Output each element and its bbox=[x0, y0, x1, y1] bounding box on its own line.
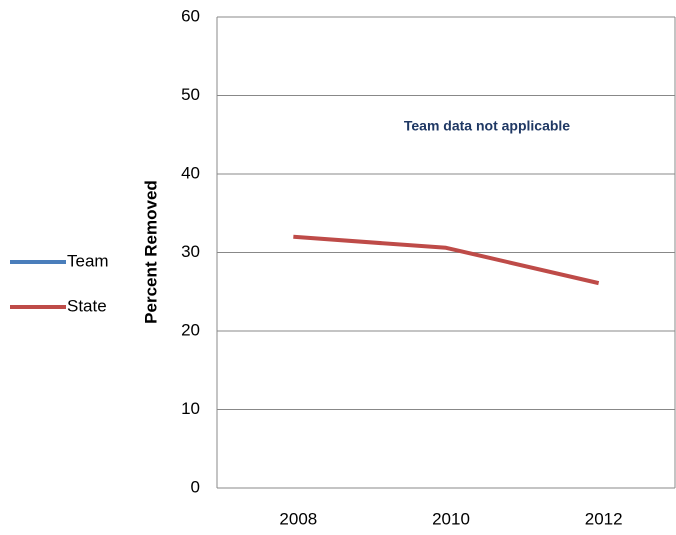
x-tick-label: 2010 bbox=[432, 509, 470, 528]
legend-label: State bbox=[67, 296, 107, 315]
y-tick-label: 20 bbox=[181, 320, 200, 339]
annotation: Team data not applicable bbox=[404, 118, 570, 134]
y-tick-label: 40 bbox=[181, 163, 200, 182]
y-axis-label: Percent Removed bbox=[141, 180, 160, 324]
legend-label: Team bbox=[67, 251, 109, 270]
x-tick-label: 2012 bbox=[585, 509, 623, 528]
y-tick-label: 50 bbox=[181, 85, 200, 104]
x-tick-label: 2008 bbox=[279, 509, 317, 528]
y-tick-label: 30 bbox=[181, 242, 200, 261]
y-tick-label: 0 bbox=[191, 477, 200, 496]
series-line bbox=[293, 234, 600, 286]
y-tick-label: 10 bbox=[181, 399, 200, 418]
y-tick-label: 60 bbox=[181, 6, 200, 25]
